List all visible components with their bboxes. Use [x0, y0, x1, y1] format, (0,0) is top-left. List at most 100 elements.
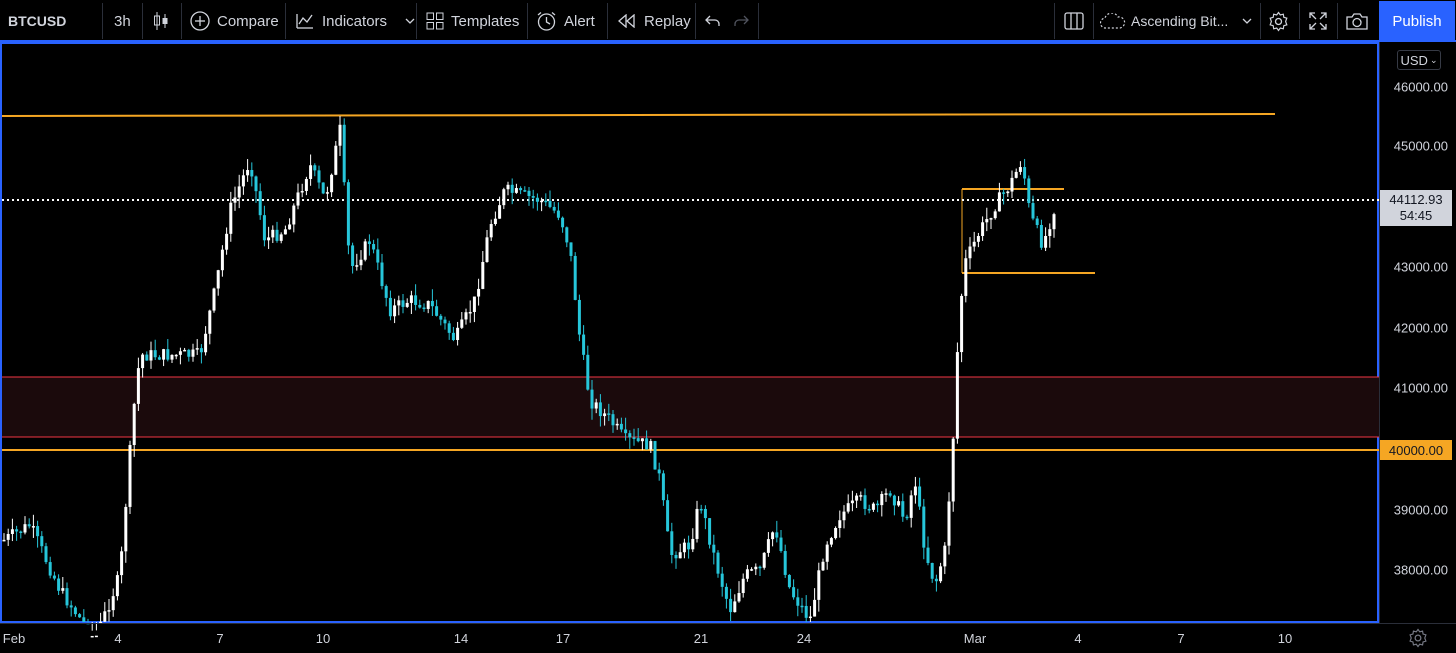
- candle-body: [136, 368, 140, 404]
- candle-body: [493, 218, 497, 225]
- candle-body: [132, 403, 136, 446]
- layout-button[interactable]: [1064, 0, 1084, 42]
- layout-name-button[interactable]: Ascending Bit...: [1100, 0, 1252, 42]
- time-axis[interactable]: Feb 4 7 10 14 17 21 24 Mar 4 7 10: [0, 623, 1456, 653]
- candle-body: [254, 176, 258, 192]
- candle-body: [325, 192, 329, 194]
- undo-button[interactable]: [705, 0, 721, 42]
- indicators-button[interactable]: Indicators: [295, 0, 415, 42]
- candle-body: [246, 170, 250, 176]
- candle-body: [590, 389, 594, 409]
- candle-body: [149, 350, 153, 361]
- candle-body: [846, 503, 850, 512]
- time-label: 10: [315, 631, 331, 646]
- candle-body: [947, 501, 951, 546]
- candle-body: [422, 307, 426, 310]
- toolbar-divider: [1337, 3, 1338, 39]
- time-label: Feb: [2, 631, 26, 646]
- candle-body: [10, 529, 14, 534]
- candle-body: [460, 319, 464, 328]
- candle-body: [901, 501, 905, 517]
- interval-button[interactable]: 3h: [114, 0, 131, 42]
- candle-body: [934, 578, 938, 582]
- candle-body: [670, 531, 674, 555]
- candle-body: [598, 402, 602, 417]
- candles-group: [2, 116, 1056, 638]
- chevron-down-icon: [1242, 18, 1252, 24]
- candle-body: [174, 354, 178, 357]
- candle-body: [82, 617, 86, 622]
- candle-body: [439, 315, 443, 320]
- candle-body: [351, 245, 355, 266]
- candle-body: [850, 500, 854, 504]
- bar-countdown: 54:45: [1399, 208, 1433, 223]
- candle-body: [115, 575, 119, 597]
- candle-body: [6, 533, 10, 540]
- time-label: 14: [453, 631, 469, 646]
- snapshot-button[interactable]: [1346, 0, 1368, 42]
- candle-body: [876, 503, 880, 506]
- candle-body: [737, 593, 741, 602]
- toolbar-divider: [1260, 3, 1261, 39]
- time-label: 7: [216, 631, 224, 646]
- candle-body: [796, 597, 800, 606]
- candle-body: [661, 473, 665, 501]
- candle-body: [712, 544, 716, 553]
- candle-body: [1006, 191, 1010, 194]
- alert-button[interactable]: Alert: [536, 0, 595, 42]
- candle-body: [220, 249, 224, 271]
- candle-body: [611, 414, 615, 426]
- axis-settings-button[interactable]: [1408, 628, 1428, 653]
- candle-body: [195, 348, 199, 350]
- candle-body: [523, 190, 527, 192]
- candle-body: [855, 495, 859, 501]
- indicators-label: Indicators: [322, 12, 388, 30]
- candle-body: [443, 319, 447, 324]
- candle-body: [548, 200, 552, 207]
- candle-body: [418, 304, 422, 308]
- chart-focus-border: [0, 42, 1379, 623]
- candle-body: [204, 333, 208, 353]
- settings-button[interactable]: [1268, 0, 1289, 42]
- candle-body: [178, 351, 182, 355]
- price-axis[interactable]: 46000.00 45000.00 43000.00 42000.00 4100…: [1379, 42, 1456, 623]
- candle-body: [930, 562, 934, 579]
- candle-body: [292, 205, 296, 225]
- candle-body: [1023, 167, 1027, 179]
- templates-button[interactable]: Templates: [426, 0, 519, 42]
- replay-button[interactable]: Replay: [617, 0, 691, 42]
- candle-body: [913, 486, 917, 496]
- candle-body: [792, 587, 796, 598]
- templates-icon: [426, 12, 444, 30]
- symbol-search[interactable]: BTCUSD: [8, 0, 66, 42]
- candle-body: [212, 288, 216, 311]
- price-label: 43000.00: [1393, 259, 1448, 275]
- redo-button[interactable]: [733, 0, 749, 42]
- candle-body: [733, 601, 737, 613]
- candle-body: [754, 566, 758, 570]
- currency-button[interactable]: USD ⌄: [1397, 50, 1441, 70]
- candle-body: [981, 222, 985, 237]
- resistance-line[interactable]: [1, 113, 1276, 117]
- publish-button[interactable]: Publish: [1379, 1, 1455, 41]
- candle-body: [687, 542, 691, 550]
- candle-body: [288, 224, 292, 230]
- compare-label: Compare: [217, 12, 279, 30]
- compare-button[interactable]: Compare: [190, 0, 279, 42]
- candle-body: [821, 561, 825, 571]
- layout-grid-icon: [1064, 12, 1084, 30]
- candle-body: [464, 312, 468, 320]
- candle-body: [2, 539, 6, 542]
- candle-body: [636, 438, 640, 442]
- candle-body: [376, 249, 380, 263]
- chart-canvas[interactable]: [0, 42, 1456, 653]
- candle-body: [409, 295, 413, 303]
- candle-body: [829, 538, 833, 545]
- chart-type-button[interactable]: [152, 0, 170, 42]
- candle-body: [926, 547, 930, 563]
- support-zone[interactable]: [2, 377, 1379, 437]
- fullscreen-button[interactable]: [1309, 0, 1327, 42]
- candle-body: [968, 246, 972, 259]
- candle-body: [313, 165, 317, 171]
- candle-body: [951, 438, 955, 502]
